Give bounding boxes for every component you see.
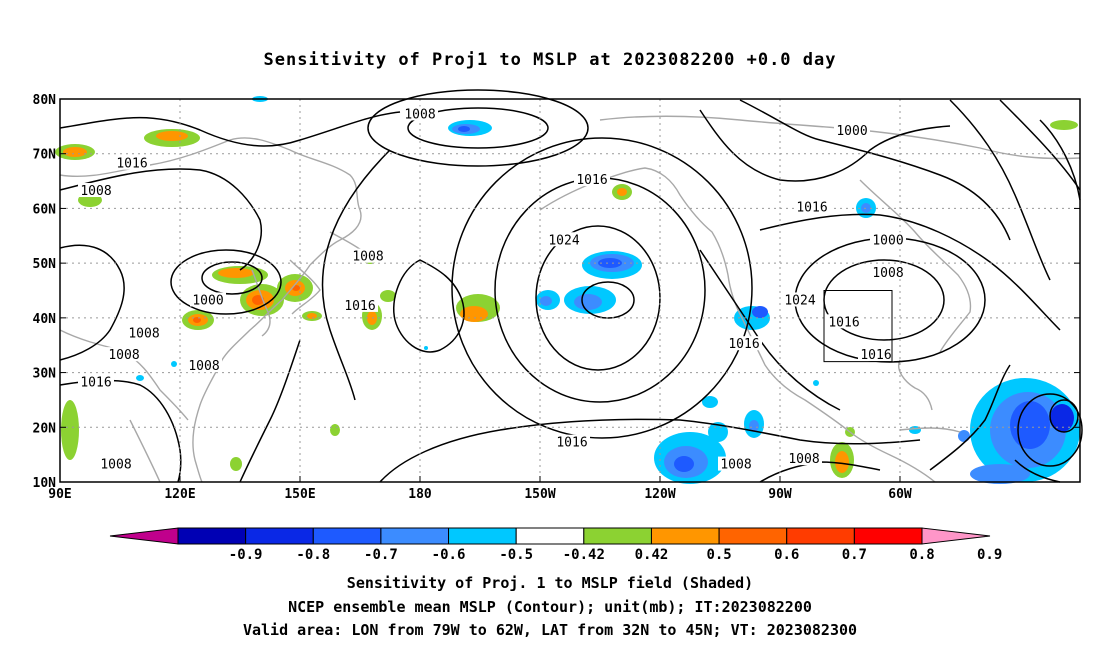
colorbar-label: 0.42 [635,547,669,563]
map-title: Sensitivity of Proj1 to MSLP at 20230822… [263,50,837,70]
lon-tick-label: 120W [644,487,675,502]
contour-label: 1024 [784,293,815,308]
contour-label: 1016 [576,173,607,188]
caption-line-2: NCEP ensemble mean MSLP (Contour); unit(… [288,598,812,616]
contour-label: 1008 [872,266,903,281]
lon-tick-label: 90W [768,487,792,502]
colorbar-swatch [718,527,788,545]
positive-sensitivity-shading [55,120,1078,478]
colorbar-label: -0.42 [563,547,605,563]
lat-lon-gridlines [60,99,1080,482]
contour-label: 1008 [352,250,383,265]
colorbar-label: -0.6 [432,547,466,563]
contour-label: 1008 [720,458,751,473]
colorbar-swatch [786,527,855,545]
lon-tick-label: 150W [524,487,555,502]
lon-tick-label: 60W [888,487,912,502]
caption-line-3: Valid area: LON from 79W to 62W, LAT fro… [242,621,858,639]
contour-label: 1008 [188,359,219,374]
lat-tick-label: 30N [33,367,57,382]
contour-label: 1024 [548,233,579,248]
colorbar-label: -0.5 [499,547,533,563]
colorbar-label: 0.5 [706,547,731,563]
lon-tick-label: 150E [284,487,315,502]
contour-labels: 1008 1000 1016 1008 1016 1016 1024 1008 1000 1008… [78,106,906,473]
lat-tick-label: 50N [33,257,57,272]
contour-label: 1008 [100,458,131,473]
contour-label: 1008 [788,452,819,467]
lat-tick-label: 10N [33,476,57,491]
colorbar-swatch [650,527,720,545]
contour-label: 1016 [80,376,111,391]
contour-label: 1008 [80,184,111,199]
lat-tick-label: 80N [33,93,57,108]
colorbar-swatch [853,527,923,545]
colorbar-label: 0.9 [977,547,1002,563]
contour-label: 1000 [192,293,223,308]
colorbar-label: 0.8 [909,547,934,563]
colorbar-min-arrow [109,527,179,545]
colorbar-label: 0.6 [774,547,799,563]
mslp-contours [59,89,1083,483]
colorbar-swatch [448,527,517,545]
colorbar-swatch [177,527,247,545]
caption-line-1: Sensitivity of Proj. 1 to MSLP field (Sh… [346,574,754,592]
lat-tick-label: 70N [33,148,57,163]
lat-tick-label: 40N [33,312,57,327]
colorbar-label: -0.7 [364,547,398,563]
contour-label: 1016 [344,299,375,314]
colorbar-label: -0.8 [296,547,330,563]
colorbar-swatch [245,527,314,545]
contour-label: 1016 [796,200,827,215]
contour-label: 1008 [108,348,139,363]
lon-tick-label: 90E [48,487,71,502]
coastlines [59,115,1081,483]
map-frame [59,98,1081,483]
contour-label: 1016 [728,337,759,352]
contour-label: 1016 [556,436,587,451]
contour-label: 1016 [860,348,891,363]
contour-label: 1000 [836,124,867,139]
colorbar: -0.9 -0.8 -0.7 -0.6 -0.5 -0.42 0.42 0.5 0.6 0.7 0.… [109,527,1002,563]
colorbar-swatch [312,527,382,545]
colorbar-label: -0.9 [229,547,263,563]
lat-tick-label: 20N [33,421,57,436]
colorbar-swatch [380,527,450,545]
valid-area-box [823,290,893,363]
colorbar-swatch [583,527,652,545]
negative-sensitivity-shading [136,96,1080,484]
contour-label: 1008 [404,107,435,122]
colorbar-max-arrow [921,527,991,545]
contour-label: 1008 [128,326,159,341]
lat-tick-label: 60N [33,202,57,217]
lon-tick-label: 180 [408,487,432,502]
contour-label: 1016 [116,157,147,172]
contour-label: 1000 [872,233,903,248]
colorbar-swatch [515,527,585,545]
colorbar-label: 0.7 [842,547,867,563]
contour-label: 1016 [828,315,859,330]
lon-tick-label: 120E [164,487,195,502]
